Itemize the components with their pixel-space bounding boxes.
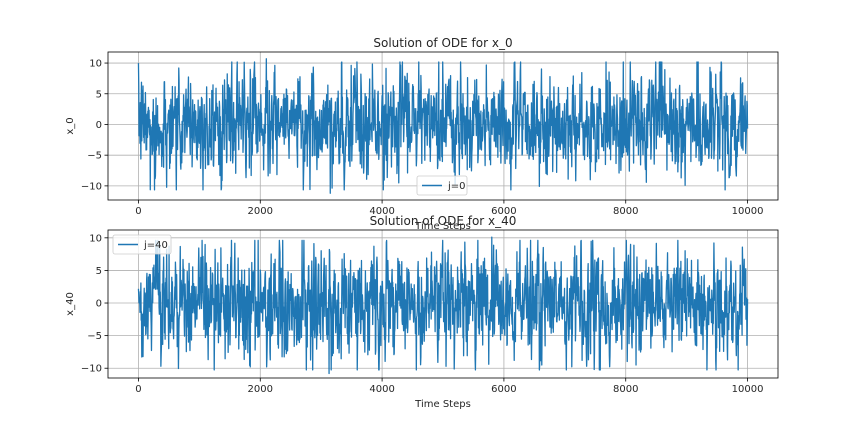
x-tick-label: 8000	[613, 206, 638, 217]
legend-label: j=40	[143, 240, 168, 251]
series-lines	[137, 58, 749, 194]
x-tick-label: 4000	[369, 384, 394, 395]
x-tick-label: 2000	[248, 206, 273, 217]
y-tick-label: 10	[89, 59, 102, 70]
x-tick-label: 10000	[732, 384, 764, 395]
y-tick-label: 5	[96, 266, 102, 277]
x-axis-label: Time Steps	[414, 399, 471, 410]
x-tick-label: 4000	[369, 206, 394, 217]
x-tick-label: 10000	[732, 206, 764, 217]
series-line	[137, 236, 749, 375]
y-tick-label: 10	[89, 233, 102, 244]
subplot-x0: 0 2000 4000 6000 8000 10000 −10 −5 0 5 10 Solution…	[65, 36, 779, 232]
x-tick-label: 0	[135, 384, 141, 395]
y-axis-label: x_40	[65, 292, 76, 316]
legend: j=0	[416, 175, 468, 196]
y-tick-label: 5	[96, 89, 102, 100]
y-tick-label: −5	[87, 151, 102, 162]
y-tick-label: −10	[81, 181, 102, 192]
tick-marks: 0 2000 4000 6000 8000 10000 −10 −5 0 5 10	[81, 233, 764, 395]
tick-marks: 0 2000 4000 6000 8000 10000 −10 −5 0 5 10	[81, 59, 764, 217]
y-tick-label: 0	[96, 299, 102, 310]
axes-frame	[107, 229, 779, 379]
y-axis-label: x_0	[65, 117, 76, 134]
chart-title: Solution of ODE for x_40	[370, 214, 517, 228]
legend-label: j=0	[447, 181, 466, 192]
y-tick-label: −5	[87, 331, 102, 342]
x-tick-label: 0	[135, 206, 141, 217]
legend-box	[112, 234, 172, 255]
y-tick-label: 0	[96, 120, 102, 131]
legend: j=40	[112, 234, 172, 255]
subplot-x40: 0 2000 4000 6000 8000 10000 −10 −5 0 5 10 Solution…	[65, 214, 779, 410]
series-lines	[137, 236, 749, 375]
x-tick-label: 6000	[491, 384, 516, 395]
axes-frame	[107, 51, 779, 201]
x-axis-label: Time Steps	[414, 221, 471, 232]
chart-title: Solution of ODE for x_0	[373, 36, 512, 50]
x-tick-label: 8000	[613, 384, 638, 395]
y-tick-label: −10	[81, 364, 102, 375]
x-tick-label: 6000	[491, 206, 516, 217]
x-tick-label: 2000	[248, 384, 273, 395]
series-line	[137, 58, 749, 194]
